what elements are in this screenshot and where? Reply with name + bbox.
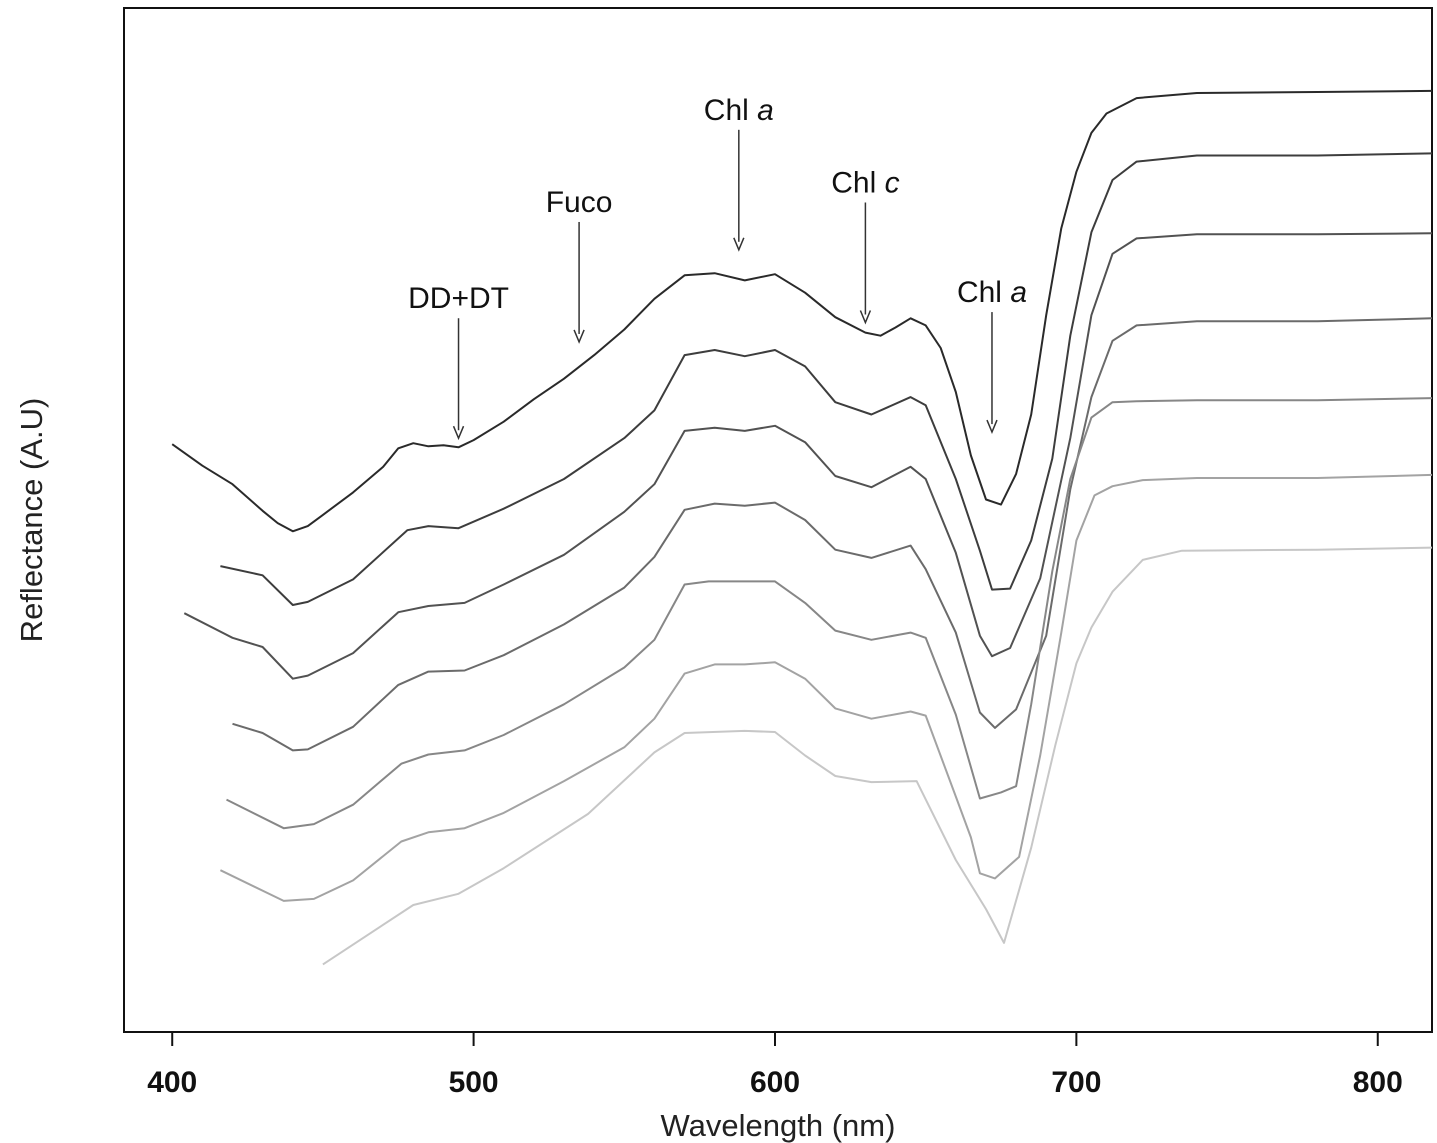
x-tick-label-700: 700 [1051, 1066, 1101, 1099]
annotation-arrow-head [859, 310, 872, 325]
x-tick-label-500: 500 [449, 1066, 499, 1099]
annotation-label: Chl c [831, 167, 899, 200]
annotation-label: Fuco [546, 186, 613, 219]
annotation-1: DD+DT [408, 282, 509, 441]
plot-frame [123, 7, 1433, 1033]
x-tick-label-400: 400 [147, 1066, 197, 1099]
annotation-arrow-head [573, 329, 585, 344]
x-axis-title: Wavelength (nm) [661, 1108, 896, 1143]
x-tick-label-800: 800 [1353, 1066, 1403, 1099]
annotation-arrow-head [452, 425, 465, 441]
annotation-3: Chl a [704, 94, 774, 252]
annotation-label: Chl a [704, 94, 774, 127]
series-line-7 [322, 546, 1433, 966]
pigment-annotations: DD+DT Fuco Chl a Chl c Chl a [408, 94, 1027, 441]
annotation-4: Chl c [831, 167, 900, 325]
annotation-arrow-head [986, 419, 998, 435]
series-line-1 [171, 89, 1433, 533]
x-axis-ticks: 400 500 600 700 800 [147, 1032, 1403, 1099]
series-lines [171, 89, 1433, 966]
annotation-2: Fuco [546, 186, 613, 344]
x-tick-label-600: 600 [750, 1066, 800, 1099]
annotation-arrow-head [733, 237, 745, 252]
series-line-6 [219, 473, 1433, 902]
series-line-5 [226, 397, 1433, 830]
y-axis-title: Reflectance (A.U) [14, 398, 49, 643]
annotation-5: Chl a [957, 276, 1027, 435]
series-line-2 [220, 152, 1433, 606]
series-line-4 [232, 317, 1433, 752]
annotation-label: DD+DT [408, 282, 509, 315]
series-line-3 [183, 232, 1433, 680]
annotation-label: Chl a [957, 276, 1027, 309]
